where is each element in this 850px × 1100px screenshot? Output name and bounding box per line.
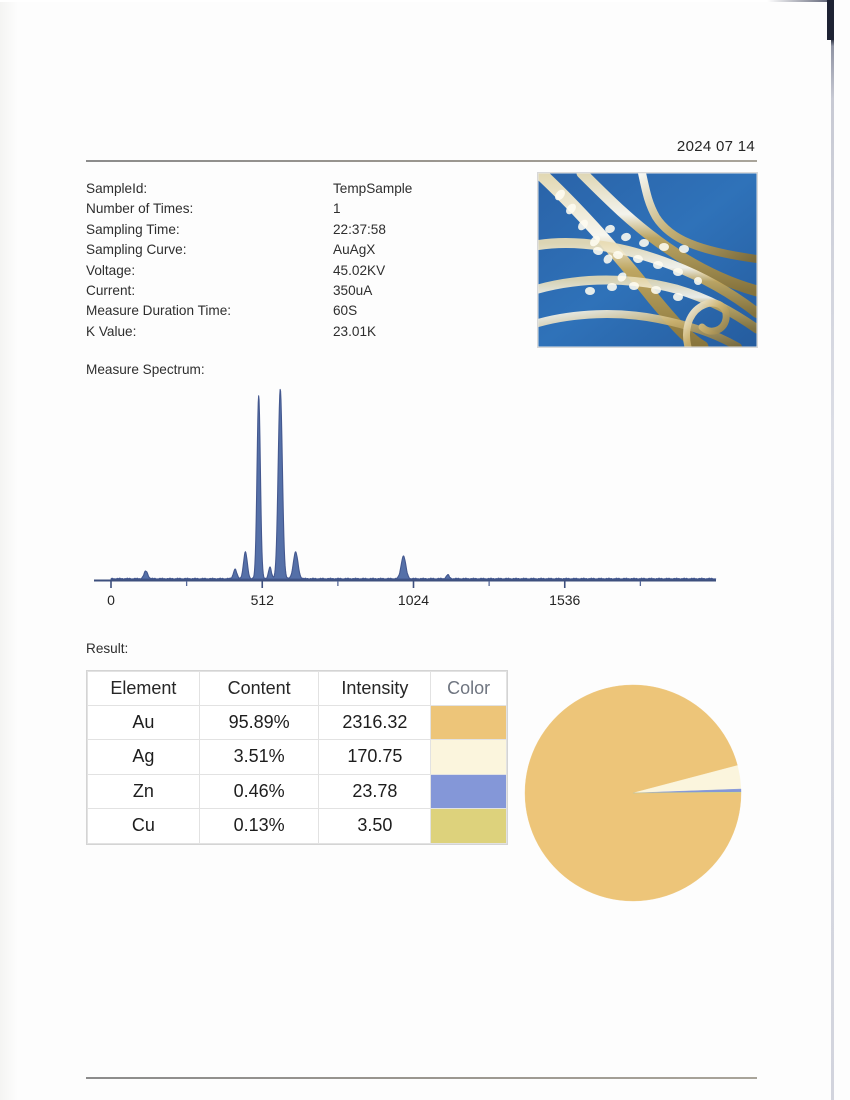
- scan-left-shading: [0, 0, 18, 1100]
- x-axis-tick-label: 0: [107, 592, 115, 608]
- cell-content: 3.51%: [198, 739, 320, 775]
- cell-color-swatch: [430, 773, 507, 809]
- sample-metadata-list: SampleId: TempSample Number of Times: 1 Samp…: [86, 179, 516, 342]
- metadata-label: Sampling Curve:: [86, 242, 187, 258]
- cell-intensity: 2316.32: [318, 704, 432, 740]
- pie-slice-cu: [632, 791, 742, 794]
- color-swatch: [431, 774, 506, 808]
- x-axis-tick-label: 1024: [398, 592, 429, 608]
- table-header-row: Element Content Intensity Color: [87, 671, 507, 706]
- metadata-label: Sampling Time:: [86, 221, 180, 237]
- scan-top-edge: [0, 0, 834, 2]
- metadata-label: Measure Duration Time:: [86, 303, 232, 319]
- metadata-row: Number of Times: 1: [86, 199, 516, 219]
- column-header-intensity: Intensity: [318, 671, 432, 706]
- cell-content: 0.46%: [198, 773, 320, 809]
- cell-element: Zn: [87, 773, 200, 809]
- metadata-row: Current: 350uA: [86, 281, 516, 301]
- document-date: 2024 07 14: [676, 138, 755, 155]
- metadata-label: Voltage:: [86, 262, 136, 278]
- color-swatch: [431, 740, 506, 774]
- cell-color-swatch: [430, 739, 507, 775]
- x-axis-tick-label: 512: [251, 592, 275, 608]
- table-row: Au 95.89% 2316.32: [87, 704, 507, 740]
- composition-pie-chart: [521, 683, 751, 903]
- cell-intensity: 3.50: [318, 808, 432, 844]
- table-row: Cu 0.13% 3.50: [87, 808, 507, 844]
- color-swatch: [431, 809, 506, 843]
- cell-color-swatch: [430, 704, 507, 740]
- metadata-row: K Value: 23.01K: [86, 322, 516, 342]
- cell-element: Cu: [87, 808, 200, 844]
- cell-intensity: 23.78: [318, 773, 432, 809]
- header-divider: [86, 160, 757, 162]
- metadata-value: 45.02KV: [333, 262, 386, 278]
- column-header-element: Element: [87, 671, 200, 706]
- metadata-label: Number of Times:: [86, 201, 194, 217]
- scan-right-edge: [831, 0, 834, 1100]
- metadata-label: SampleId:: [86, 181, 148, 196]
- spectrum-title: Measure Spectrum:: [86, 362, 205, 377]
- spectrum-chart: 0 512 1024 1536: [86, 382, 726, 622]
- metadata-value: 350uA: [333, 282, 373, 298]
- metadata-value: 1: [333, 201, 341, 217]
- result-title: Result:: [86, 641, 129, 656]
- cell-element: Ag: [87, 739, 200, 775]
- metadata-value: 60S: [333, 303, 358, 319]
- metadata-row: Sampling Time: 22:37:58: [86, 220, 516, 240]
- metadata-value: 23.01K: [333, 323, 377, 339]
- metadata-value: 22:37:58: [333, 221, 386, 237]
- column-header-color: Color: [430, 671, 507, 706]
- table-row: Ag 3.51% 170.75: [87, 739, 507, 775]
- column-header-content: Content: [198, 671, 320, 706]
- metadata-value: TempSample: [333, 181, 413, 196]
- metadata-label: Current:: [86, 282, 136, 298]
- cell-intensity: 170.75: [318, 739, 432, 775]
- metadata-label: K Value:: [86, 323, 137, 339]
- color-swatch: [431, 705, 506, 739]
- cell-element: Au: [87, 704, 200, 740]
- result-table: Element Content Intensity Color Au 95.89%…: [87, 671, 507, 844]
- scan-corner-mark: [827, 0, 834, 40]
- cell-content: 0.13%: [198, 808, 320, 844]
- metadata-row: SampleId: TempSample: [86, 179, 516, 199]
- metadata-row: Sampling Curve: AuAgX: [86, 240, 516, 260]
- footer-divider: [86, 1077, 757, 1079]
- x-axis-tick-label: 1536: [549, 592, 580, 608]
- report-sheet: 2024 07 14 SampleId: TempSample Number of …: [86, 138, 758, 1079]
- table-row: Zn 0.46% 23.78: [87, 773, 507, 809]
- metadata-row: Voltage: 45.02KV: [86, 261, 516, 281]
- metadata-value: AuAgX: [333, 242, 376, 258]
- metadata-row: Measure Duration Time: 60S: [86, 301, 516, 321]
- gold-chain-sample-photo: [537, 172, 758, 348]
- cell-color-swatch: [430, 808, 507, 844]
- cell-content: 95.89%: [198, 704, 320, 740]
- spectrum-trace: [110, 388, 717, 580]
